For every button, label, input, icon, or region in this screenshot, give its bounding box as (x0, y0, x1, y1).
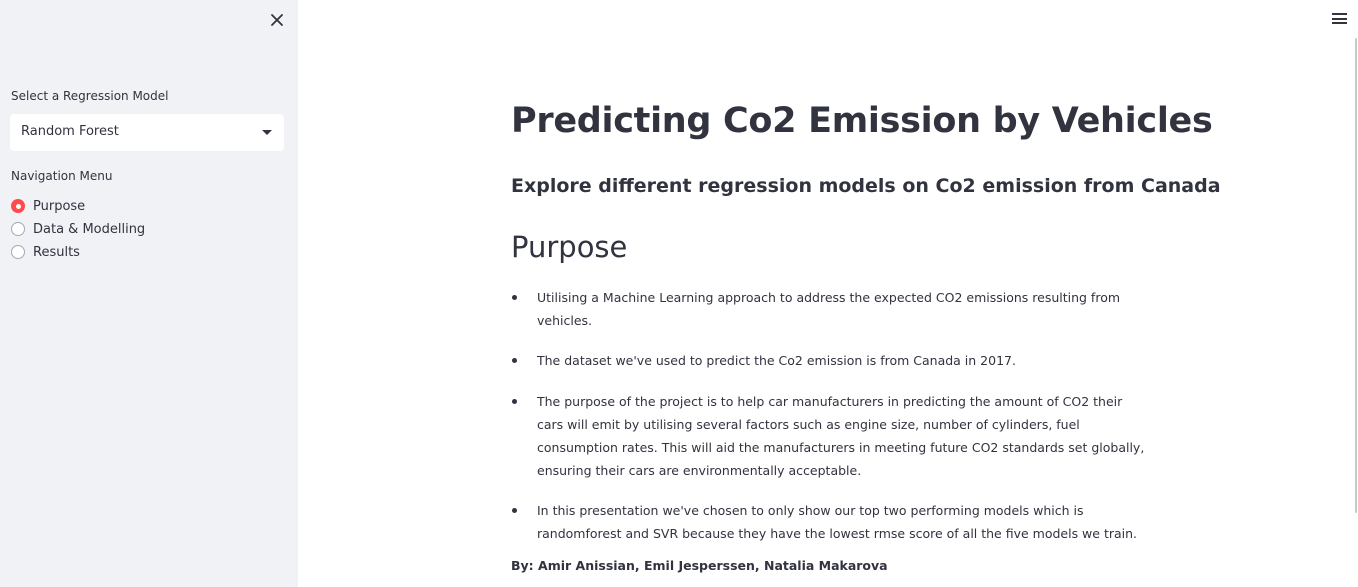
radio-checked-icon (11, 199, 25, 213)
list-item: In this presentation we've chosen to onl… (511, 499, 1151, 545)
nav-radio-data-modelling[interactable]: Data & Modelling (11, 220, 145, 238)
nav-radio-label: Purpose (33, 198, 86, 214)
scrollbar[interactable] (1355, 38, 1357, 513)
chevron-down-icon (262, 130, 272, 135)
navigation-menu-label: Navigation Menu (11, 169, 113, 183)
nav-radio-purpose[interactable]: Purpose (11, 197, 85, 215)
model-select-label: Select a Regression Model (11, 89, 169, 103)
radio-unchecked-icon (11, 245, 25, 259)
main-menu-button[interactable] (1332, 13, 1347, 25)
hamburger-menu-icon (1332, 13, 1347, 24)
close-sidebar-button[interactable] (268, 11, 286, 29)
close-icon (271, 14, 283, 26)
page-title: Predicting Co2 Emission by Vehicles (511, 101, 1213, 141)
nav-radio-label: Data & Modelling (33, 221, 146, 237)
page-subtitle: Explore different regression models on C… (511, 175, 1221, 197)
regression-model-select[interactable]: Random Forest (10, 114, 284, 151)
list-item: The dataset we've used to predict the Co… (511, 349, 1151, 372)
section-title: Purpose (511, 230, 628, 264)
radio-unchecked-icon (11, 222, 25, 236)
regression-model-value: Random Forest (21, 124, 119, 139)
purpose-list: Utilising a Machine Learning approach to… (511, 286, 1151, 545)
list-item: The purpose of the project is to help ca… (511, 390, 1151, 482)
nav-radio-results[interactable]: Results (11, 243, 80, 261)
sidebar: Select a Regression Model Random Forest … (0, 0, 298, 587)
authors-text: By: Amir Anissian, Emil Jesperssen, Nata… (511, 558, 888, 573)
list-item: Utilising a Machine Learning approach to… (511, 286, 1151, 332)
nav-radio-label: Results (33, 244, 80, 260)
